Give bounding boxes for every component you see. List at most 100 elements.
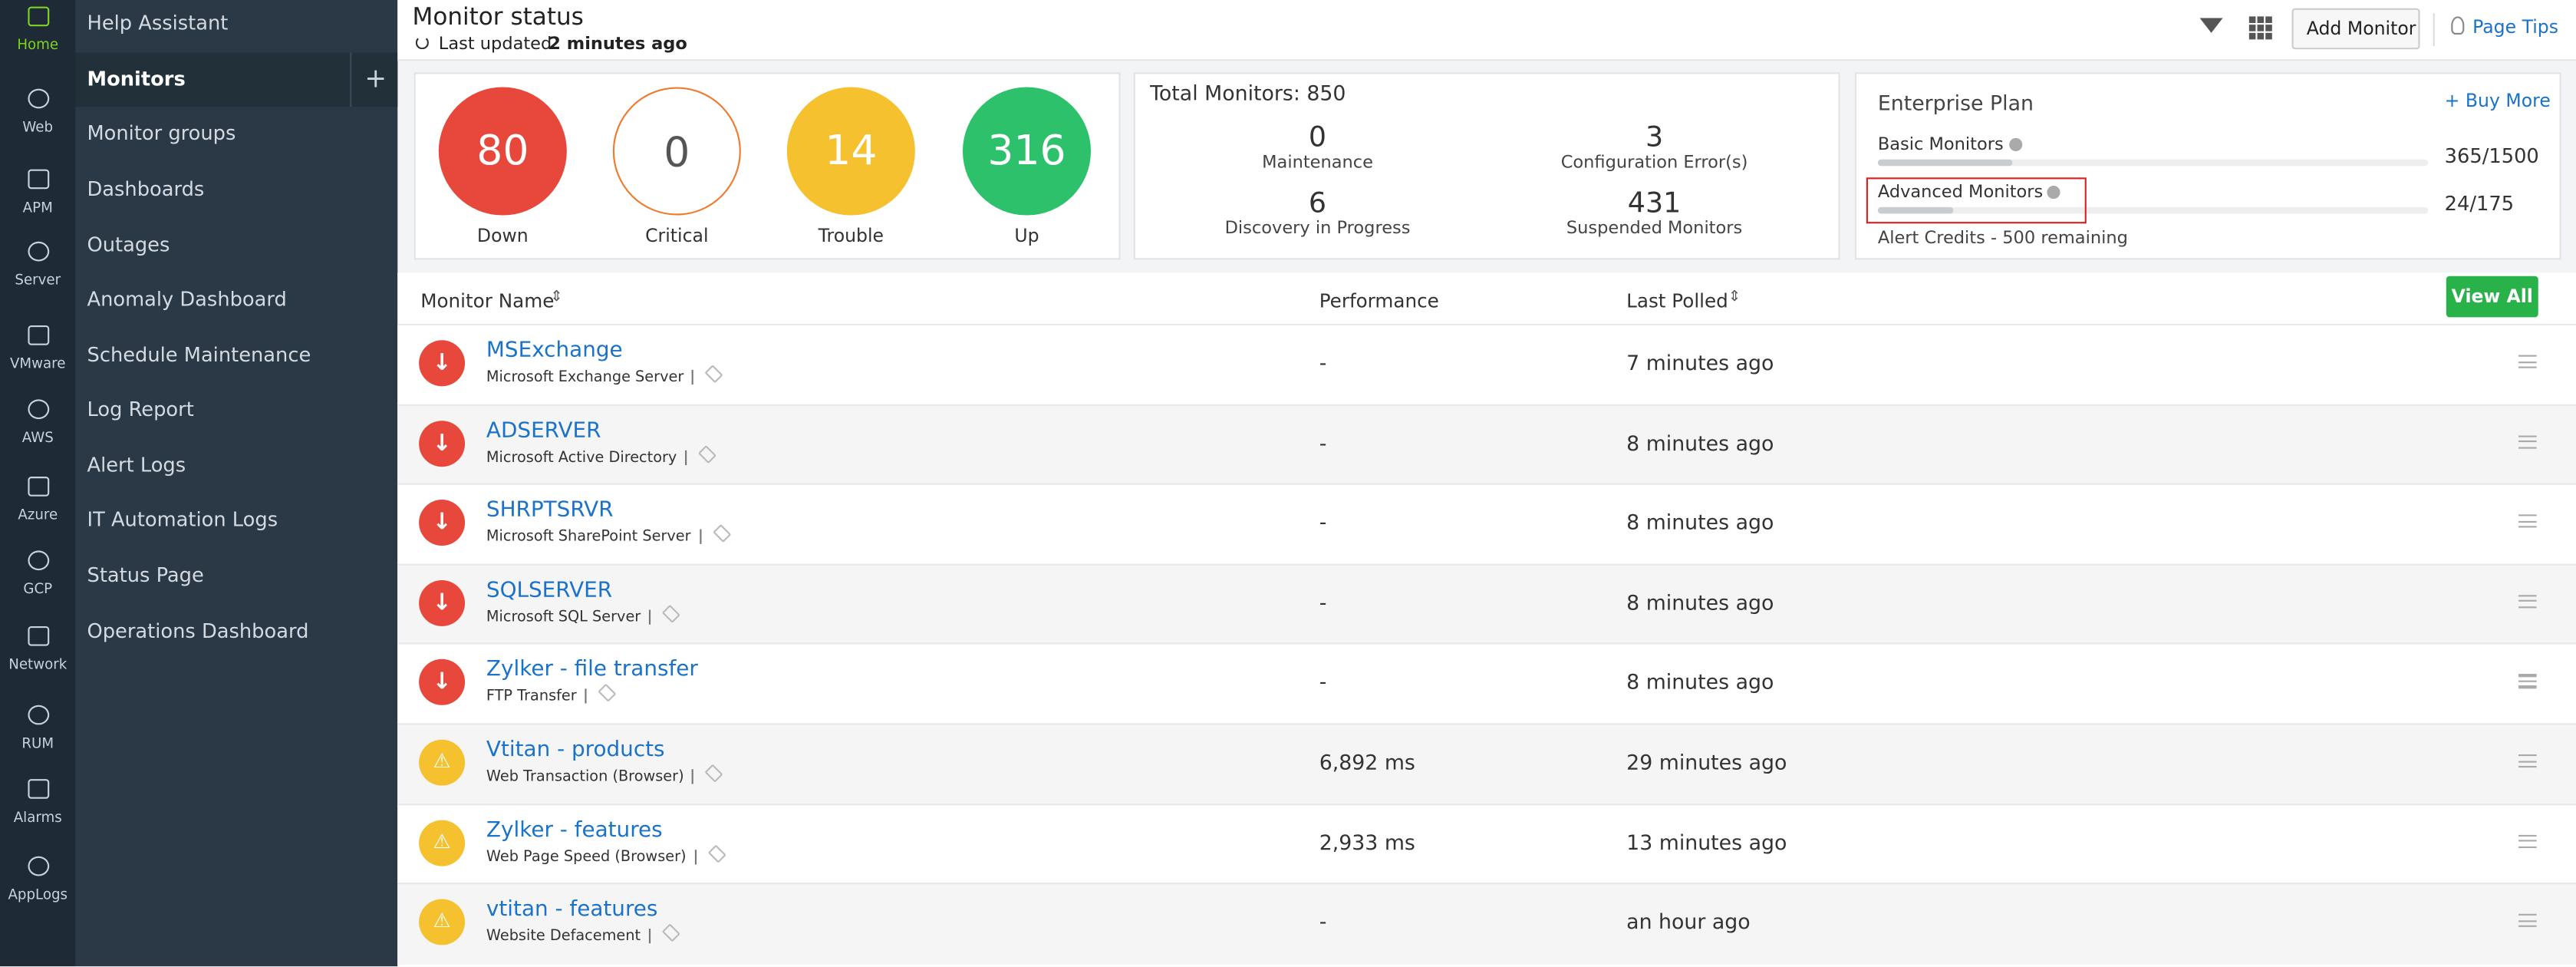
column-header[interactable]: Performance: [1319, 289, 1439, 312]
table-row: [397, 643, 2576, 725]
rail-icon: [28, 550, 50, 571]
menu-line: [2518, 446, 2537, 449]
status-label: Critical: [645, 225, 709, 247]
menu-item[interactable]: Monitor groups: [76, 107, 398, 161]
row-menu[interactable]: [2518, 754, 2537, 771]
monitor-name[interactable]: SQLSERVER: [486, 578, 613, 603]
menu-item[interactable]: IT Automation Logs: [76, 493, 398, 547]
status-circle[interactable]: 80: [438, 87, 567, 216]
total-label: Configuration Error(s): [1560, 153, 1748, 173]
status-glyph: ↓: [432, 510, 452, 536]
row-menu[interactable]: [2518, 594, 2537, 611]
rail-item[interactable]: RUM: [0, 698, 76, 764]
menu-item[interactable]: Dashboards: [76, 163, 398, 217]
page-tips[interactable]: Page Tips: [2472, 16, 2559, 38]
rail-icon: [28, 399, 50, 420]
status-count: 316: [987, 126, 1066, 175]
rail-item[interactable]: AppLogs: [0, 850, 76, 916]
bulb-icon: [2451, 16, 2465, 35]
rail-item[interactable]: APM: [0, 163, 76, 229]
performance: -: [1319, 510, 1327, 535]
status-circle[interactable]: 0: [612, 87, 741, 216]
monitor-name[interactable]: ADSERVER: [486, 418, 601, 444]
monitor-type: Microsoft SQL Server: [486, 609, 641, 626]
menu-item[interactable]: Anomaly Dashboard: [76, 273, 398, 328]
filter-icon[interactable]: [2199, 18, 2223, 33]
type-separator: [648, 929, 651, 944]
rail-label: AWS: [21, 431, 54, 447]
menu-line: [2518, 366, 2537, 369]
plan-title: Enterprise Plan: [1877, 90, 2034, 115]
menu-line: [2518, 514, 2537, 517]
monitor-type: Web Page Speed (Browser): [486, 849, 687, 866]
rail-item[interactable]: VMware: [0, 318, 76, 384]
view-all-label: View All: [2451, 285, 2533, 308]
row-menu[interactable]: [2518, 914, 2537, 930]
rail-item[interactable]: Alarms: [0, 773, 76, 839]
menu-line: [2518, 594, 2537, 597]
header-divider: [2433, 13, 2435, 46]
table-row: [397, 883, 2576, 965]
row-menu[interactable]: [2518, 514, 2537, 531]
rail-item[interactable]: Azure: [0, 470, 76, 536]
menu-item[interactable]: Alert Logs: [76, 439, 398, 493]
buy-more[interactable]: + Buy More: [2444, 90, 2551, 112]
rail-item[interactable]: GCP: [0, 544, 76, 610]
monitor-name[interactable]: Vtitan - products: [486, 738, 665, 763]
menu-label: Dashboards: [87, 177, 205, 201]
row-menu[interactable]: [2518, 355, 2537, 371]
rail-item[interactable]: Home: [0, 0, 76, 66]
status-icon: ↓: [419, 500, 466, 546]
monitor-type: Microsoft SharePoint Server: [486, 529, 691, 546]
total-label: Maintenance: [1262, 153, 1373, 173]
column-header[interactable]: Last Polled: [1626, 289, 1728, 312]
grid-dot: [2248, 32, 2255, 39]
performance: 2,933 ms: [1319, 829, 1415, 854]
rail-item[interactable]: Web: [0, 82, 76, 148]
table-row: [397, 803, 2576, 885]
total-value: 6: [1308, 187, 1327, 220]
menu-divider: [350, 52, 352, 107]
rail-item[interactable]: Server: [0, 235, 76, 301]
row-menu[interactable]: [2518, 434, 2537, 451]
menu-label: Monitor groups: [87, 121, 236, 145]
table-row: [397, 563, 2576, 645]
add-group[interactable]: +: [364, 62, 387, 94]
last-polled: 8 minutes ago: [1626, 669, 1774, 695]
status-circle[interactable]: 14: [786, 87, 915, 216]
grid-icon[interactable]: [2248, 16, 2272, 39]
type-separator: [685, 449, 687, 465]
rail-icon: [28, 88, 50, 109]
status-icon: ↓: [419, 420, 466, 467]
menu-item[interactable]: Outages: [76, 219, 398, 273]
menu-item[interactable]: Log Report: [76, 383, 398, 437]
view-all-button[interactable]: View All: [2446, 276, 2538, 318]
menu-item[interactable]: Schedule Maintenance: [76, 328, 398, 383]
menu-label: Status Page: [87, 563, 204, 587]
rail-label: Web: [22, 120, 54, 137]
menu-item[interactable]: Help Assistant: [76, 0, 398, 51]
column-header[interactable]: Monitor Name: [420, 289, 555, 312]
last-polled: 8 minutes ago: [1626, 430, 1774, 455]
status-glyph: ↓: [432, 350, 452, 377]
menu-item[interactable]: Status Page: [76, 549, 398, 603]
add-monitor-button[interactable]: Add Monitor: [2291, 8, 2420, 50]
row-menu[interactable]: [2518, 674, 2537, 691]
rail-label: Server: [15, 272, 61, 289]
info-icon: [2047, 185, 2060, 200]
monitor-name[interactable]: MSExchange: [486, 338, 623, 364]
menu-panel: [75, 0, 398, 967]
monitor-name[interactable]: Zylker - file transfer: [486, 658, 698, 683]
monitor-name[interactable]: SHRPTSRVR: [486, 498, 614, 523]
rail-item[interactable]: AWS: [0, 393, 76, 459]
row-menu[interactable]: [2518, 834, 2537, 850]
type-separator: [694, 849, 697, 864]
usage-track: [1877, 159, 2429, 167]
monitor-name[interactable]: Zylker - features: [486, 817, 663, 843]
status-circle[interactable]: 316: [962, 87, 1092, 216]
monitor-name[interactable]: vtitan - features: [486, 897, 658, 922]
menu-item[interactable]: Monitors +: [75, 52, 398, 107]
rail-item[interactable]: Network: [0, 619, 76, 685]
menu-line: [2518, 914, 2537, 916]
menu-item[interactable]: Operations Dashboard: [76, 605, 398, 659]
